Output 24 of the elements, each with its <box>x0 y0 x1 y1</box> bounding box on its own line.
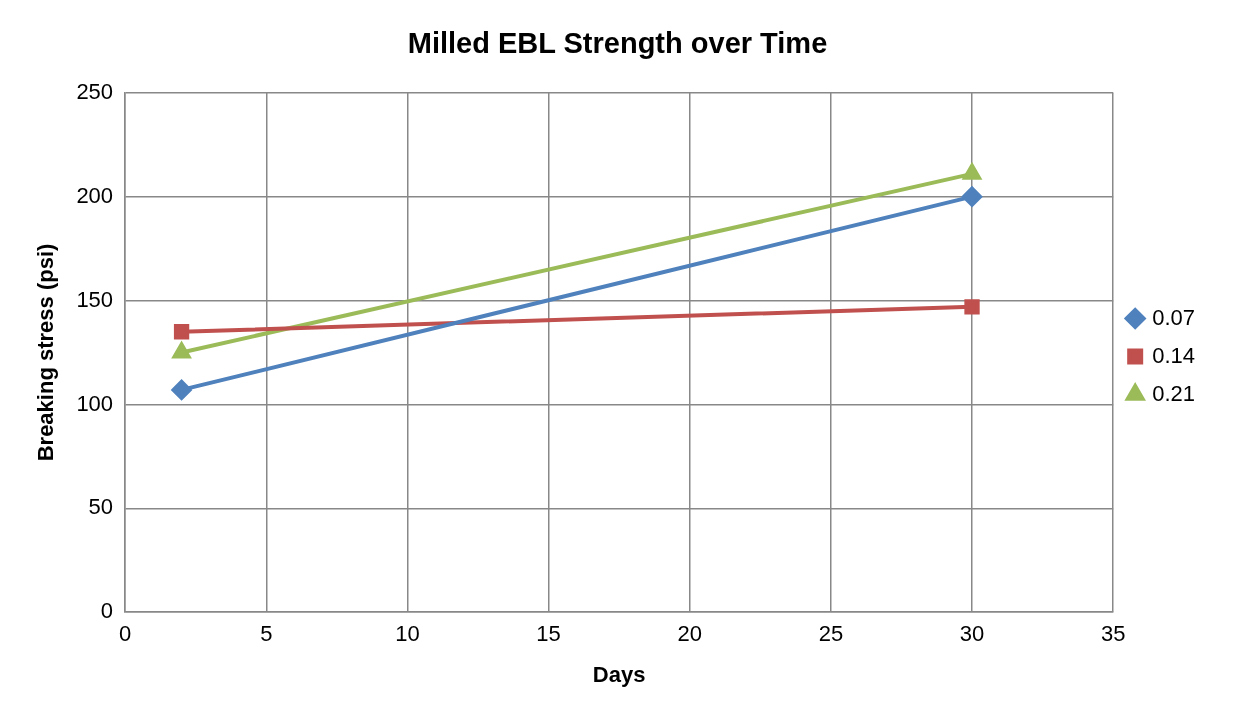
y-tick-label: 100 <box>76 390 114 416</box>
x-tick-label: 35 <box>1100 621 1126 647</box>
y-tick-label: 150 <box>76 286 114 312</box>
chart-title: Milled EBL Strength over Time <box>407 27 828 60</box>
y-tick-label: 50 <box>88 494 114 520</box>
legend-label: 0.14 <box>1152 342 1196 368</box>
x-tick-label: 0 <box>118 621 132 647</box>
x-axis-title: Days <box>592 661 646 687</box>
x-tick-label: 15 <box>536 621 561 647</box>
point <box>173 324 190 340</box>
x-tick-label: 30 <box>959 621 985 647</box>
y-tick-label: 0 <box>100 598 114 624</box>
point <box>962 186 983 207</box>
legend-label: 0.07 <box>1152 304 1196 330</box>
y-axis-title: Breaking stress (psi) <box>33 243 59 462</box>
x-tick-label: 20 <box>677 621 702 647</box>
x-tick-label: 25 <box>818 621 844 647</box>
point <box>964 299 980 315</box>
legend-label: 0.21 <box>1152 380 1196 406</box>
point <box>171 379 192 400</box>
x-tick-label: 5 <box>260 621 273 647</box>
x-tick-label: 10 <box>395 621 420 647</box>
y-tick-label: 250 <box>76 78 114 104</box>
y-tick-label: 200 <box>76 182 114 208</box>
